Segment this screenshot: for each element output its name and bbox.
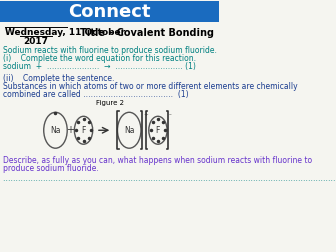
Text: Na: Na xyxy=(124,126,134,135)
Text: 2017: 2017 xyxy=(24,38,48,46)
Text: Na: Na xyxy=(50,126,61,135)
Text: Wednesday, 11 October: Wednesday, 11 October xyxy=(5,28,125,38)
FancyBboxPatch shape xyxy=(0,1,219,22)
Text: +: + xyxy=(67,125,75,135)
Text: combined are called ………………………………  (1): combined are called ……………………………… (1) xyxy=(3,90,189,99)
Text: produce sodium fluoride.: produce sodium fluoride. xyxy=(3,164,99,173)
Text: Sodium reacts with fluorine to produce sodium fluoride.: Sodium reacts with fluorine to produce s… xyxy=(3,46,217,55)
Text: (i)    Complete the word equation for this reaction.: (i) Complete the word equation for this … xyxy=(3,54,196,64)
Text: F: F xyxy=(81,126,86,135)
Text: Connect: Connect xyxy=(69,3,151,20)
Text: –: – xyxy=(169,112,172,117)
Text: Substances in which atoms of two or more different elements are chemically: Substances in which atoms of two or more… xyxy=(3,82,298,91)
Text: Figure 2: Figure 2 xyxy=(96,100,124,106)
Text: sodium  +  …………………  →  ……………………… (1): sodium + ………………… → ……………………… (1) xyxy=(3,62,196,71)
Text: Describe, as fully as you can, what happens when sodium reacts with fluorine to: Describe, as fully as you can, what happ… xyxy=(3,156,312,165)
Text: (ii)    Complete the sentence.: (ii) Complete the sentence. xyxy=(3,74,115,83)
Text: +: + xyxy=(143,112,148,117)
Text: F: F xyxy=(156,126,160,135)
Text: Title – Covalent Bonding: Title – Covalent Bonding xyxy=(80,28,214,39)
Text: ……………………………………………………………………………………………………………………………… (4): …………………………………………………………………………………………………………… xyxy=(3,174,336,183)
